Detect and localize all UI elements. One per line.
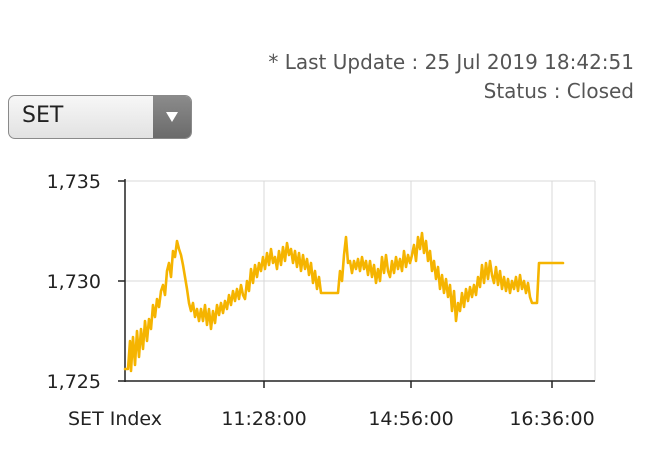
y-tick-label: 1,730	[47, 271, 101, 293]
triangle-down-icon	[166, 112, 178, 122]
index-select-value: SET	[22, 103, 64, 128]
x-tick-label: 11:28:00	[221, 408, 306, 430]
x-tick-label: 16:36:00	[509, 408, 594, 430]
index-name-label: SET Index	[68, 408, 162, 430]
index-select-dropdown[interactable]: SET	[8, 95, 192, 139]
dropdown-arrow-button[interactable]	[153, 96, 191, 138]
series-line	[123, 231, 565, 373]
market-status-text: Status : Closed	[483, 79, 634, 103]
y-tick-label: 1,735	[47, 171, 101, 193]
last-update-text: * Last Update : 25 Jul 2019 18:42:51	[268, 50, 634, 74]
update-info: * Last Update : 25 Jul 2019 18:42:51 Sta…	[268, 48, 634, 106]
x-tick-label: 14:56:00	[368, 408, 453, 430]
y-tick-label: 1,725	[47, 371, 101, 393]
